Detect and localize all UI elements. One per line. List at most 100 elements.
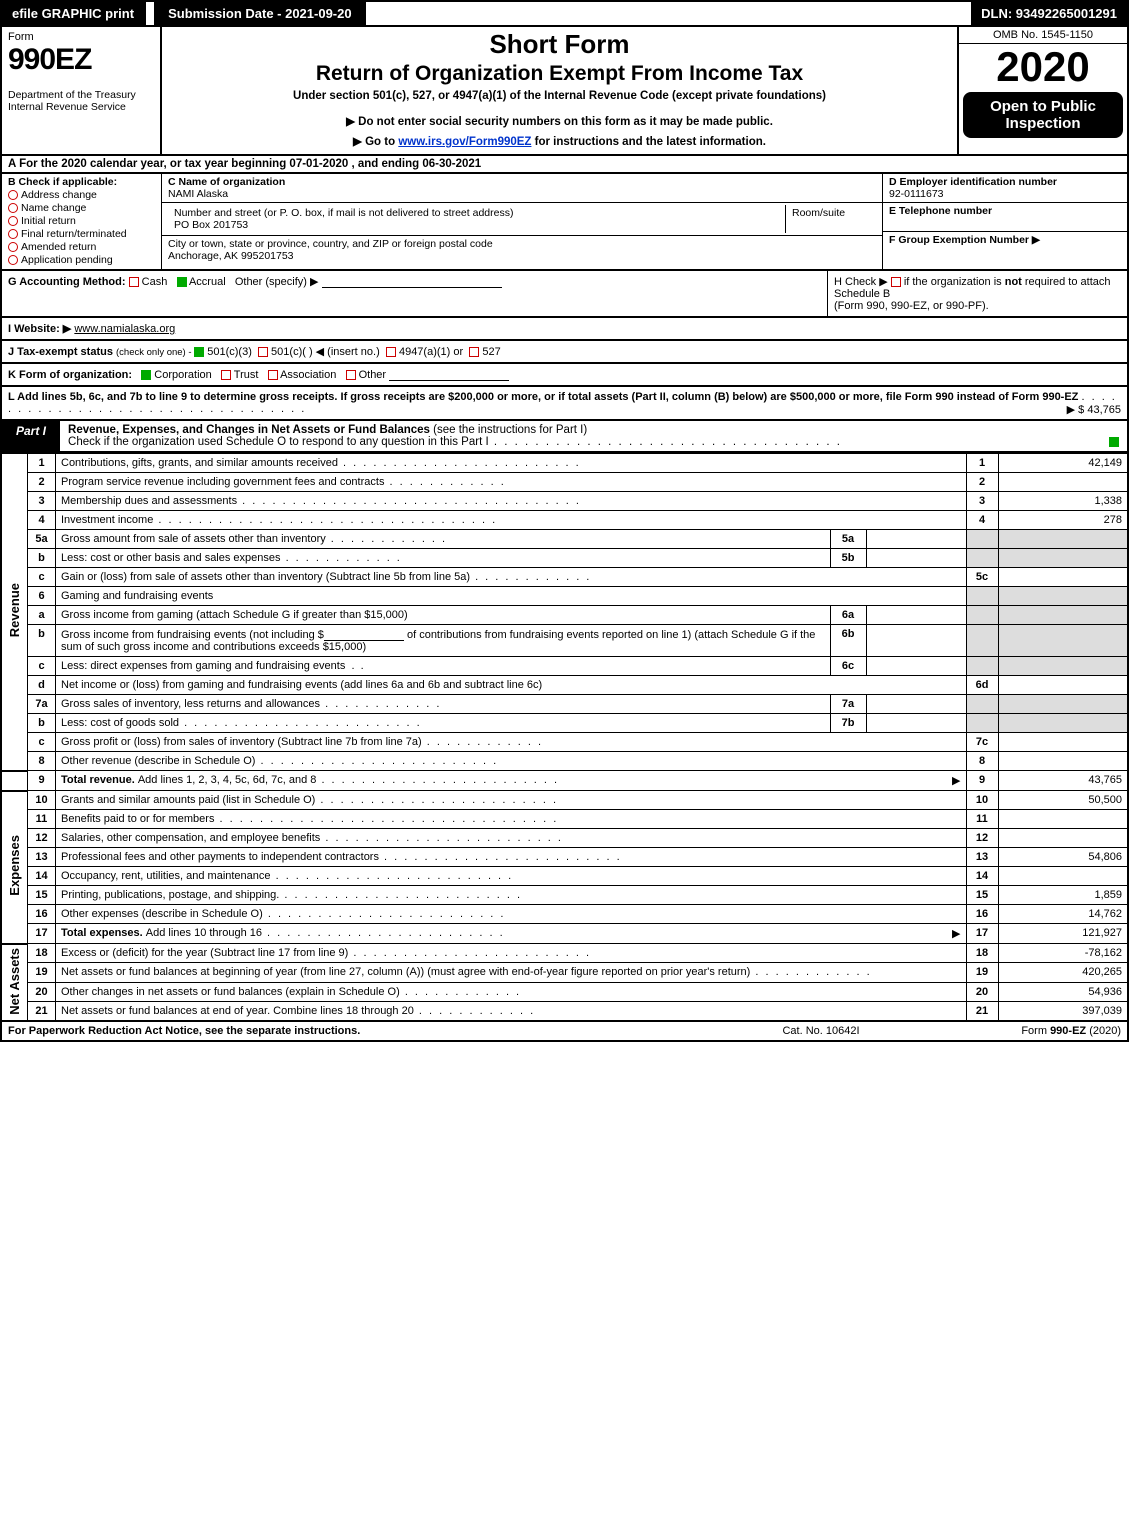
do-not-enter: ▶ Do not enter social security numbers o… (168, 114, 951, 128)
line-rn: 16 (966, 905, 998, 924)
row-k: K Form of organization: Corporation Trus… (0, 364, 1129, 387)
dln-label: DLN: 93492265001291 (971, 2, 1127, 25)
line-desc: Benefits paid to or for members (56, 810, 967, 829)
line-val (998, 473, 1128, 492)
accrual-checkbox[interactable] (177, 277, 187, 287)
org-name-cell: C Name of organization NAMI Alaska (162, 174, 882, 203)
k-o2: Trust (234, 369, 259, 381)
j-501c-checkbox[interactable] (258, 347, 268, 357)
line-rn: 13 (966, 848, 998, 867)
cb-label: Application pending (21, 254, 113, 266)
j-o4: 527 (482, 346, 500, 358)
footer-cat: Cat. No. 10642I (721, 1025, 921, 1037)
cb-name-change[interactable]: Name change (8, 202, 155, 214)
website-value[interactable]: www.namialaska.org (74, 323, 175, 335)
other-specify-line[interactable] (322, 275, 502, 288)
l-text: L Add lines 5b, 6c, and 7b to line 9 to … (8, 391, 1078, 403)
k-assoc-checkbox[interactable] (268, 370, 278, 380)
cb-application-pending[interactable]: Application pending (8, 254, 155, 266)
line-val: -78,162 (998, 944, 1128, 963)
line-rn: 9 (966, 771, 998, 791)
line-box: 5a (830, 530, 866, 549)
k-other-line[interactable] (389, 368, 509, 381)
page-footer: For Paperwork Reduction Act Notice, see … (0, 1022, 1129, 1042)
line-desc: Contributions, gifts, grants, and simila… (56, 454, 967, 473)
j-o2: 501(c)( ) ◀ (insert no.) (271, 346, 380, 358)
goto-link[interactable]: www.irs.gov/Form990EZ (398, 136, 531, 148)
spacer-side (1, 771, 28, 791)
box-d-label: D Employer identification number (889, 176, 1121, 188)
box-c-label: C Name of organization (168, 176, 876, 188)
city-label: City or town, state or province, country… (168, 238, 876, 250)
line-no: 19 (28, 963, 56, 982)
line-rn: 14 (966, 867, 998, 886)
line-rn-grey (966, 587, 998, 606)
submission-date-button[interactable]: Submission Date - 2021-09-20 (154, 2, 366, 25)
h-not: not (1005, 276, 1022, 288)
line-rn-grey (966, 695, 998, 714)
line-val (998, 568, 1128, 587)
row-a-tax-year: A For the 2020 calendar year, or tax yea… (0, 154, 1129, 172)
i-label: I Website: ▶ (8, 323, 71, 335)
street-cell: Number and street (or P. O. box, if mail… (162, 203, 882, 236)
box-f-label: F Group Exemption Number ▶ (889, 234, 1121, 246)
line-sub: b (28, 714, 56, 733)
line-box: 5b (830, 549, 866, 568)
line-box: 6a (830, 606, 866, 625)
line-desc: Net assets or fund balances at end of ye… (56, 1001, 967, 1021)
line-val: 43,765 (998, 771, 1128, 791)
line-desc: Other changes in net assets or fund bala… (56, 982, 967, 1001)
j-527-checkbox[interactable] (469, 347, 479, 357)
line-val: 50,500 (998, 791, 1128, 810)
street-label: Number and street (or P. O. box, if mail… (174, 207, 779, 219)
line-desc: Less: direct expenses from gaming and fu… (56, 657, 831, 676)
line-rn: 19 (966, 963, 998, 982)
line-val: 278 (998, 511, 1128, 530)
org-name: NAMI Alaska (168, 188, 876, 200)
line-desc: Other revenue (describe in Schedule O) (56, 752, 967, 771)
k-o3: Association (280, 369, 336, 381)
cb-initial-return[interactable]: Initial return (8, 215, 155, 227)
line-desc: Less: cost of goods sold (56, 714, 831, 733)
cb-address-change[interactable]: Address change (8, 189, 155, 201)
line-box: 7a (830, 695, 866, 714)
cb-amended-return[interactable]: Amended return (8, 241, 155, 253)
line-no: 18 (28, 944, 56, 963)
row-h: H Check ▶ if the organization is not req… (827, 271, 1127, 316)
line-rn: 4 (966, 511, 998, 530)
revenue-side: Revenue (1, 454, 28, 771)
part1-title-bold: Revenue, Expenses, and Changes in Net As… (68, 424, 433, 436)
line-val-grey (998, 587, 1128, 606)
room-label: Room/suite (786, 205, 876, 233)
form-number: 990EZ (8, 43, 154, 77)
efile-button[interactable]: efile GRAPHIC print (2, 2, 146, 25)
g-label: G Accounting Method: (8, 276, 126, 288)
cb-final-return[interactable]: Final return/terminated (8, 228, 155, 240)
k-trust-checkbox[interactable] (221, 370, 231, 380)
line-val (998, 676, 1128, 695)
k-other-checkbox[interactable] (346, 370, 356, 380)
box-def: D Employer identification number 92-0111… (882, 174, 1127, 269)
schedo-checkbox[interactable] (1109, 437, 1119, 447)
line-desc: Membership dues and assessments (56, 492, 967, 511)
line-val: 397,039 (998, 1001, 1128, 1021)
line-desc: Gross sales of inventory, less returns a… (56, 695, 831, 714)
line-val: 54,936 (998, 982, 1128, 1001)
under-section: Under section 501(c), 527, or 4947(a)(1)… (168, 90, 951, 102)
box-b: B Check if applicable: Address change Na… (2, 174, 162, 269)
meta-block: B Check if applicable: Address change Na… (0, 172, 1129, 271)
city-cell: City or town, state or province, country… (162, 236, 882, 264)
j-4947-checkbox[interactable] (386, 347, 396, 357)
line-val: 1,859 (998, 886, 1128, 905)
j-501c3-checkbox[interactable] (194, 347, 204, 357)
footer-right: Form 990-EZ (2020) (921, 1025, 1121, 1037)
line-val: 420,265 (998, 963, 1128, 982)
cash-checkbox[interactable] (129, 277, 139, 287)
line-val (998, 733, 1128, 752)
line-no: 8 (28, 752, 56, 771)
line-desc: Gaming and fundraising events (56, 587, 967, 606)
h-checkbox[interactable] (891, 277, 901, 287)
line-desc: Investment income (56, 511, 967, 530)
k-corp-checkbox[interactable] (141, 370, 151, 380)
line-desc: Occupancy, rent, utilities, and maintena… (56, 867, 967, 886)
